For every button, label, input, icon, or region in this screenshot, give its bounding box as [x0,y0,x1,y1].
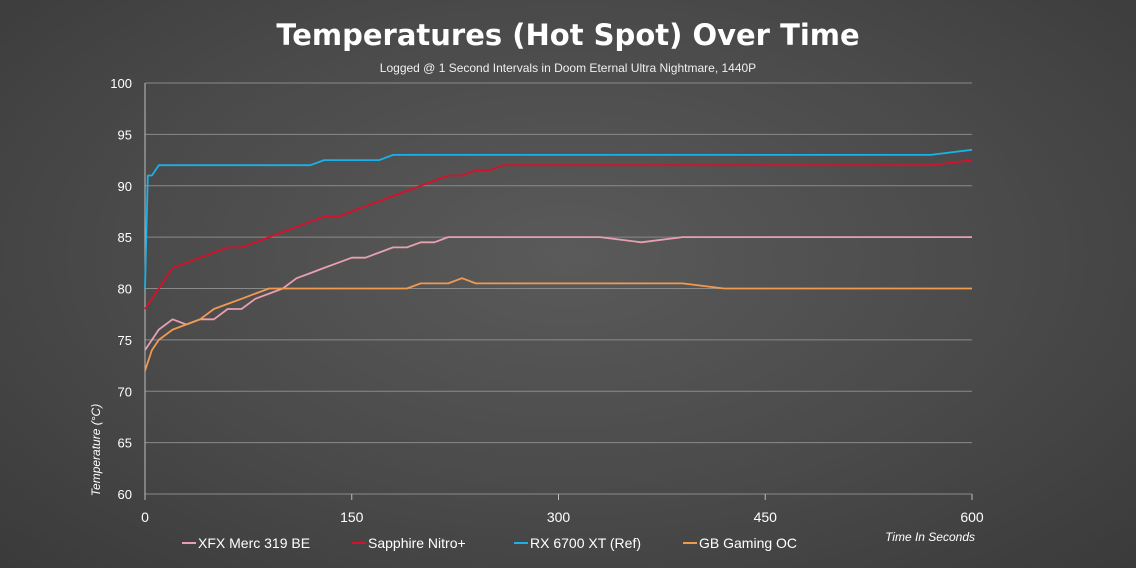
x-tick-label: 300 [547,509,571,525]
series-line-1 [144,159,973,310]
y-tick-label: 90 [118,179,132,194]
x-tick-label: 450 [754,509,778,525]
y-tick-label: 80 [118,282,132,297]
legend-label-2: RX 6700 XT (Ref) [530,535,641,551]
x-axis-label: Time In Seconds [885,530,975,544]
x-tick-label: 600 [960,509,984,525]
y-tick-label: 70 [118,384,132,399]
x-tick-label: 0 [141,509,149,525]
y-tick-label: 85 [118,230,132,245]
series-lines [144,148,973,371]
x-tick-label: 150 [340,509,364,525]
axes: 60 65 70 75 80 85 90 95 100 0 150 300 450 600 [110,76,984,525]
y-tick-label: 60 [118,487,132,502]
y-tick-label: 65 [118,436,132,451]
chart-title: Temperatures (Hot Spot) Over Time [276,18,860,52]
legend-label-1: Sapphire Nitro+ [368,535,466,551]
legend: XFX Merc 319 BE Sapphire Nitro+ RX 6700 XT… [182,535,797,551]
y-tick-label: 95 [118,127,132,142]
series-line-2 [144,148,973,289]
y-axis-label: Temperature (°C) [89,404,103,496]
series-line-3 [144,277,972,371]
chart-subtitle: Logged @ 1 Second Intervals in Doom Eter… [379,61,757,75]
legend-label-3: GB Gaming OC [699,535,797,551]
y-tick-label: 75 [118,333,132,348]
series-line-0 [144,236,972,351]
legend-label-0: XFX Merc 319 BE [198,535,310,551]
y-tick-label: 100 [110,76,132,91]
